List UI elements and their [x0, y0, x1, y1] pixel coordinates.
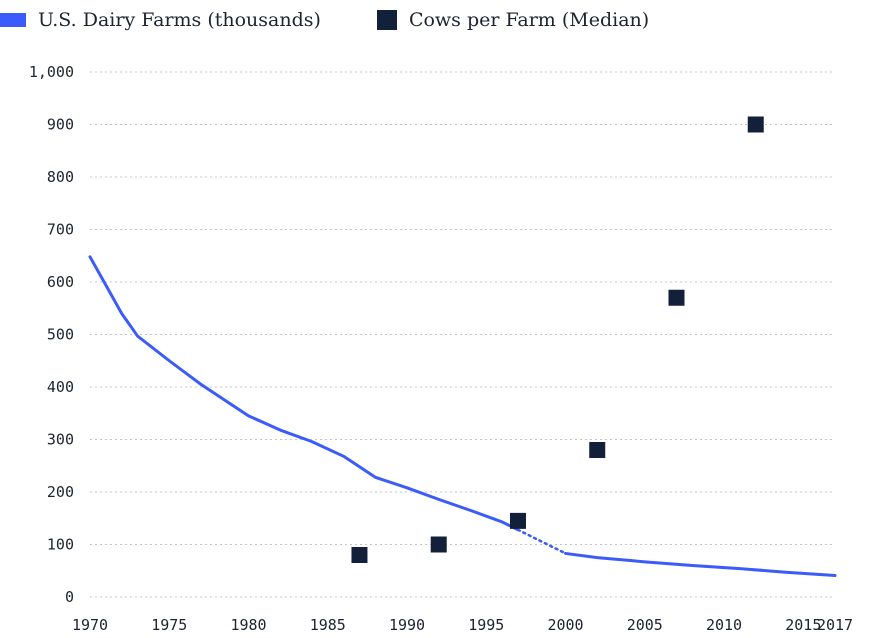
- x-tick-label: 1985: [310, 616, 346, 634]
- cows-point: [668, 289, 685, 306]
- cows-point: [589, 442, 606, 458]
- y-tick-label: 800: [47, 168, 74, 186]
- cows-point: [509, 512, 526, 529]
- farms-line-2: [564, 551, 837, 577]
- farms-line-0: [88, 255, 520, 532]
- x-tick-label: 1970: [72, 616, 108, 634]
- x-tick-label: 1995: [468, 616, 504, 634]
- y-tick-label: 900: [47, 116, 74, 134]
- y-tick-label: 1,000: [29, 63, 74, 81]
- y-tick-label: 0: [65, 588, 74, 606]
- x-tick-label: 1980: [230, 616, 266, 634]
- y-tick-label: 400: [47, 378, 74, 396]
- chart-legend: U.S. Dairy Farms (thousands) Cows per Fa…: [0, 6, 705, 34]
- x-tick-label: 1990: [389, 616, 425, 634]
- x-tick-label: 2005: [627, 616, 663, 634]
- y-tick-label: 700: [47, 221, 74, 239]
- cows-point: [747, 116, 764, 133]
- x-tick-label: 1975: [151, 616, 187, 634]
- x-tick-label: 2010: [706, 616, 742, 634]
- legend-swatch-cows: [376, 10, 397, 30]
- y-tick-label: 500: [47, 326, 74, 344]
- farms-dotted-segment: [516, 528, 567, 555]
- legend-item-farms: U.S. Dairy Farms (thousands): [0, 9, 321, 31]
- legend-swatch-farms: [0, 13, 26, 27]
- legend-label-cows: Cows per Farm (Median): [408, 9, 650, 31]
- y-tick-label: 200: [47, 483, 74, 501]
- cows-point: [430, 536, 447, 553]
- cows-point: [351, 547, 368, 563]
- y-tick-label: 300: [47, 431, 74, 449]
- y-tick-label: 100: [47, 536, 74, 554]
- x-tick-label: 2017: [817, 616, 853, 634]
- x-tick-label: 2015: [785, 616, 821, 634]
- legend-label-farms: U.S. Dairy Farms (thousands): [38, 9, 321, 31]
- x-tick-label: 2000: [547, 616, 583, 634]
- legend-item-cows: Cows per Farm (Median): [376, 9, 650, 31]
- y-tick-label: 600: [47, 273, 74, 291]
